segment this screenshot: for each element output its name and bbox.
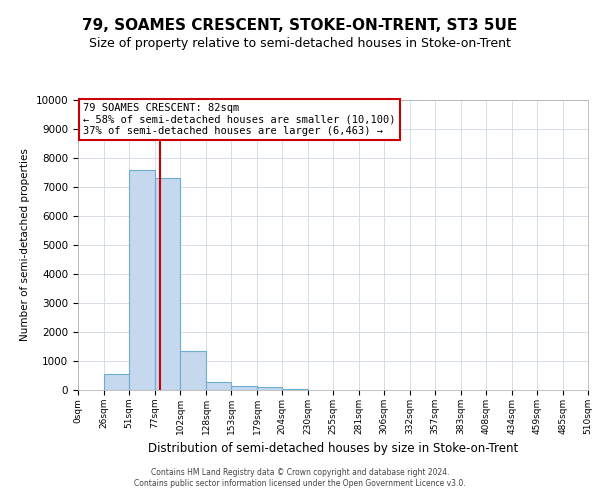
Text: Size of property relative to semi-detached houses in Stoke-on-Trent: Size of property relative to semi-detach… xyxy=(89,38,511,51)
Bar xyxy=(231,386,257,390)
Y-axis label: Number of semi-detached properties: Number of semi-detached properties xyxy=(20,148,30,342)
Bar xyxy=(206,382,231,390)
Text: Contains HM Land Registry data © Crown copyright and database right 2024.
Contai: Contains HM Land Registry data © Crown c… xyxy=(134,468,466,487)
Bar xyxy=(104,374,129,390)
Bar xyxy=(129,170,155,390)
Text: 79, SOAMES CRESCENT, STOKE-ON-TRENT, ST3 5UE: 79, SOAMES CRESCENT, STOKE-ON-TRENT, ST3… xyxy=(82,18,518,32)
Text: 79 SOAMES CRESCENT: 82sqm
← 58% of semi-detached houses are smaller (10,100)
37%: 79 SOAMES CRESCENT: 82sqm ← 58% of semi-… xyxy=(83,103,395,136)
Bar xyxy=(180,351,206,390)
Bar xyxy=(257,387,282,390)
Bar xyxy=(282,388,308,390)
Bar xyxy=(155,178,180,390)
X-axis label: Distribution of semi-detached houses by size in Stoke-on-Trent: Distribution of semi-detached houses by … xyxy=(148,442,518,456)
